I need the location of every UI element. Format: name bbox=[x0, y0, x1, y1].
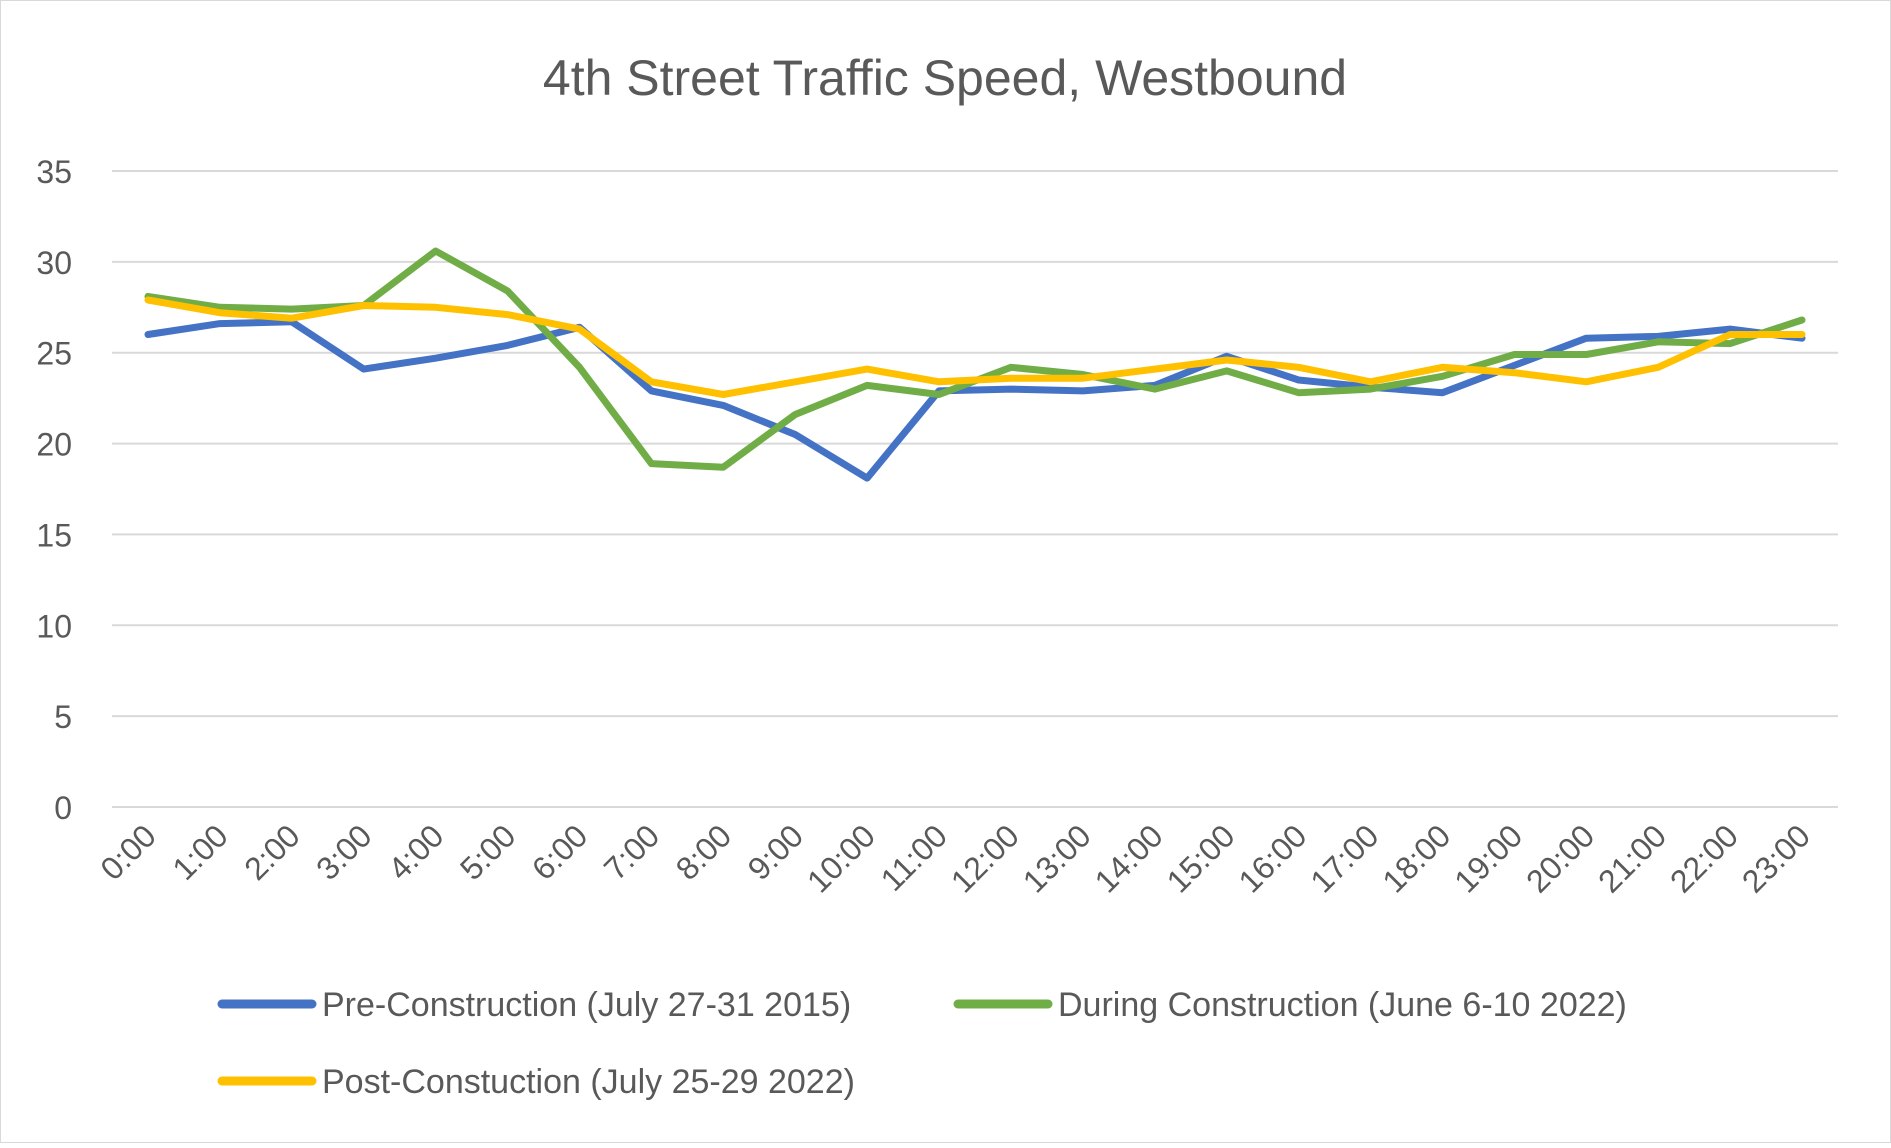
y-tick-label: 30 bbox=[36, 245, 72, 281]
chart-title: 4th Street Traffic Speed, Westbound bbox=[543, 50, 1347, 106]
y-tick-label: 35 bbox=[36, 154, 72, 190]
legend-label-2: Post-Constuction (July 25-29 2022) bbox=[322, 1063, 855, 1101]
legend: Pre-Construction (July 27-31 2015) During… bbox=[217, 986, 1627, 1101]
y-tick-label: 25 bbox=[36, 336, 72, 372]
y-tick-label: 10 bbox=[36, 608, 72, 644]
y-tick-label: 5 bbox=[54, 699, 72, 735]
legend-label-1: During Construction (June 6-10 2022) bbox=[1058, 986, 1627, 1024]
series-line-0 bbox=[144, 318, 1806, 482]
y-tick-label: 0 bbox=[54, 790, 72, 826]
y-tick-label: 15 bbox=[36, 517, 72, 553]
series-lines bbox=[144, 247, 1806, 482]
y-axis-tick-labels: 0 5 10 15 20 25 30 35 bbox=[36, 154, 72, 826]
y-tick-label: 20 bbox=[36, 427, 72, 463]
legend-label-0: Pre-Construction (July 27-31 2015) bbox=[322, 986, 851, 1024]
series-line-2 bbox=[144, 296, 1806, 398]
